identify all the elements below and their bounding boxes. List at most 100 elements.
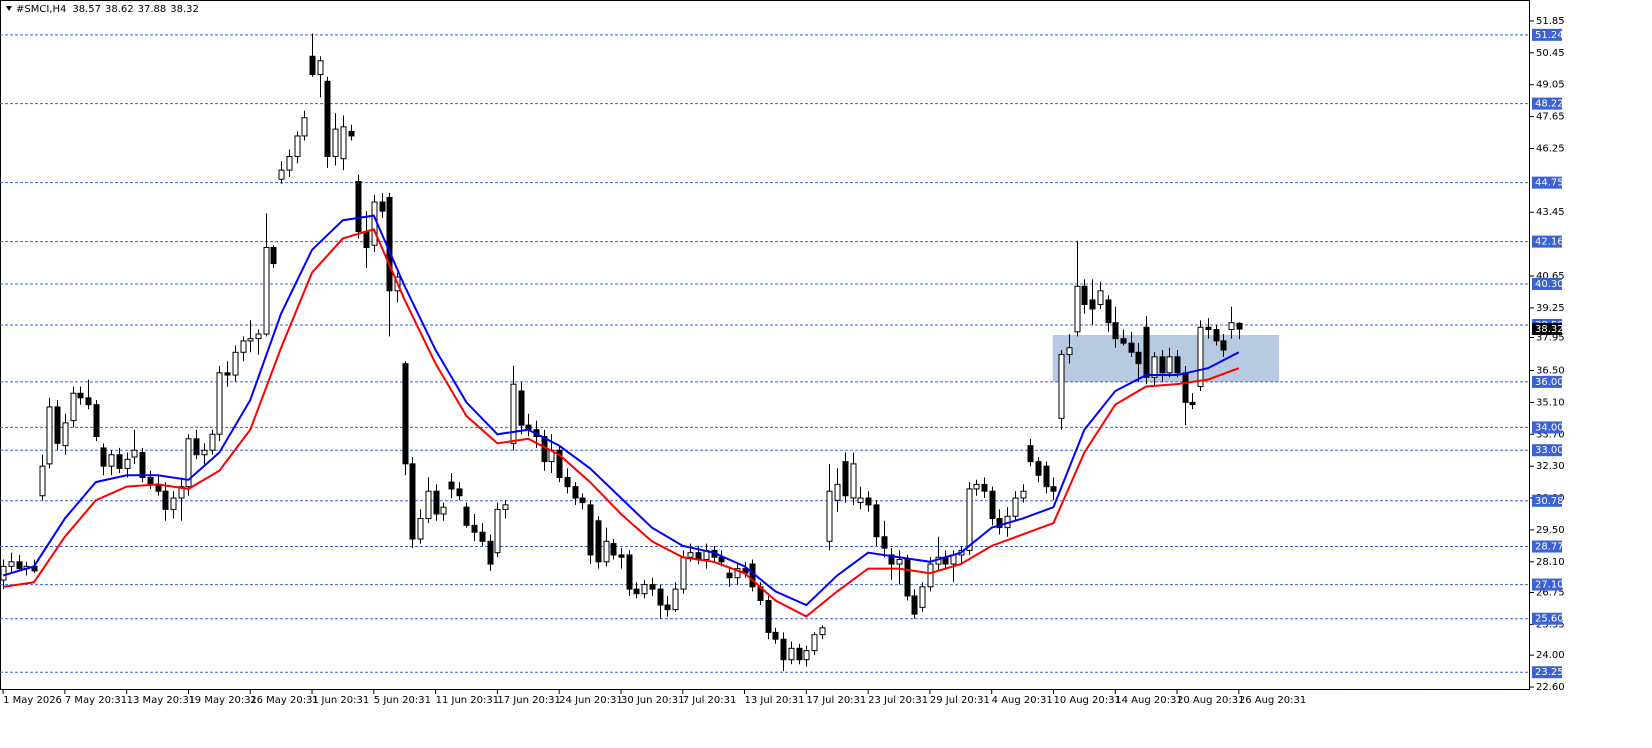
- candle-body: [139, 451, 146, 479]
- candle-body: [1050, 486, 1057, 492]
- level-box: [1532, 421, 1562, 434]
- header-icon: [6, 6, 12, 11]
- candle-body: [1020, 490, 1027, 499]
- level-label: 48.22: [1535, 99, 1564, 110]
- candle-body: [1112, 322, 1119, 340]
- candle-body: [263, 247, 270, 335]
- y-tick-label: 35.10: [1536, 397, 1565, 408]
- candle-body: [54, 406, 61, 444]
- candle-body: [479, 531, 486, 542]
- x-tick-label: 10 Aug 20:31: [1053, 695, 1120, 706]
- x-tick-label: 23 Jul 20:31: [868, 695, 928, 706]
- x-tick-label: 1 Jun 20:31: [312, 695, 369, 706]
- level-label: 23.25: [1535, 667, 1564, 678]
- candle-body: [765, 600, 772, 633]
- candle-body: [1097, 290, 1104, 305]
- candle-body: [147, 477, 154, 485]
- candle-body: [1081, 285, 1088, 305]
- y-tick-label: 49.05: [1536, 80, 1565, 91]
- candle-body: [440, 506, 447, 515]
- candle-body: [772, 631, 779, 640]
- level-box: [1532, 444, 1562, 457]
- candle-body: [850, 463, 857, 499]
- candle-body: [649, 584, 656, 590]
- candle-body: [240, 340, 247, 353]
- candle-body: [355, 180, 362, 233]
- x-tick-label: 13 May 20:31: [127, 695, 196, 706]
- x-tick-label: 24 Jun 20:31: [559, 695, 623, 706]
- candle-body: [232, 351, 239, 376]
- candle-body: [1105, 299, 1112, 324]
- candle-body: [425, 490, 432, 520]
- candle-body: [904, 559, 911, 597]
- y-tick-label: 43.45: [1536, 207, 1565, 218]
- candle-body: [379, 201, 386, 212]
- x-tick-label: 1 May 2026: [3, 695, 62, 706]
- y-tick-label: 25.35: [1536, 619, 1565, 630]
- candle-body: [996, 518, 1003, 529]
- y-tick-label: 22.60: [1536, 682, 1565, 693]
- candle-body: [1189, 401, 1196, 406]
- candle-body: [657, 588, 664, 606]
- y-tick-label: 33.70: [1536, 429, 1565, 440]
- symbol-title: #SMCI,H4: [16, 4, 66, 15]
- candle-body: [8, 561, 15, 567]
- candle-body: [1128, 342, 1135, 353]
- candle-body: [1066, 347, 1073, 356]
- candle-body: [687, 552, 694, 558]
- x-tick-label: 7 Jul 20:31: [683, 695, 737, 706]
- candle-body: [162, 490, 169, 510]
- candle-body: [1058, 354, 1065, 419]
- candle-body: [803, 650, 810, 661]
- candle-body: [857, 497, 864, 504]
- candle-body: [888, 554, 895, 565]
- candle-body: [185, 438, 192, 488]
- candle-body: [46, 406, 53, 465]
- level-box: [1532, 612, 1562, 625]
- candle-body: [70, 392, 77, 422]
- candle-body: [826, 490, 833, 542]
- candle-body: [911, 595, 918, 615]
- candle-body: [919, 586, 926, 608]
- candle-body: [201, 449, 208, 456]
- level-box: [1532, 494, 1562, 507]
- candle-body: [16, 561, 23, 570]
- x-tick-label: 20 Aug 20:31: [1177, 695, 1244, 706]
- level-label: 34.00: [1535, 422, 1564, 433]
- level-box: [1532, 540, 1562, 553]
- x-tick-label: 30 Jun 20:31: [621, 695, 685, 706]
- candle-body: [896, 559, 903, 565]
- candle-body: [340, 126, 347, 160]
- candle-body: [1220, 340, 1227, 351]
- candle-body: [595, 520, 602, 563]
- candle-body: [85, 397, 92, 406]
- candle-body: [456, 488, 463, 497]
- candle-body: [1151, 356, 1158, 378]
- candle-body: [1213, 329, 1220, 342]
- candle-body: [463, 506, 470, 526]
- candle-body: [819, 627, 826, 636]
- level-box: [1532, 235, 1562, 248]
- y-tick-label: 24.00: [1536, 650, 1565, 661]
- candle-body: [93, 404, 100, 438]
- candle-body: [672, 588, 679, 611]
- candle-body: [1182, 372, 1189, 403]
- candle-body: [100, 447, 107, 467]
- x-tick-label: 7 May 20:31: [65, 695, 127, 706]
- x-tick-label: 19 May 20:31: [188, 695, 257, 706]
- candle-body: [363, 231, 370, 249]
- candle-body: [124, 458, 131, 469]
- candle-body: [324, 80, 331, 157]
- x-tick-label: 14 Aug 20:31: [1115, 695, 1182, 706]
- level-box: [1532, 176, 1562, 189]
- candle-body: [116, 454, 123, 469]
- price-box: [1532, 323, 1562, 336]
- candle-body: [881, 536, 888, 549]
- candle-body: [664, 604, 671, 611]
- candle-body: [1174, 356, 1181, 374]
- candle-body: [193, 438, 200, 456]
- candle-body: [270, 247, 277, 264]
- candle-body: [734, 568, 741, 579]
- candle-body: [796, 647, 803, 661]
